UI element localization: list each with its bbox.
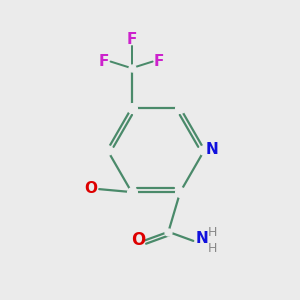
Text: O: O xyxy=(85,181,98,196)
Text: F: F xyxy=(126,32,137,47)
Text: F: F xyxy=(99,54,109,69)
Text: N: N xyxy=(206,142,219,158)
Text: H: H xyxy=(208,242,217,255)
Text: F: F xyxy=(154,54,164,69)
Text: H: H xyxy=(208,226,217,238)
Text: N: N xyxy=(196,231,208,246)
Text: O: O xyxy=(131,231,145,249)
